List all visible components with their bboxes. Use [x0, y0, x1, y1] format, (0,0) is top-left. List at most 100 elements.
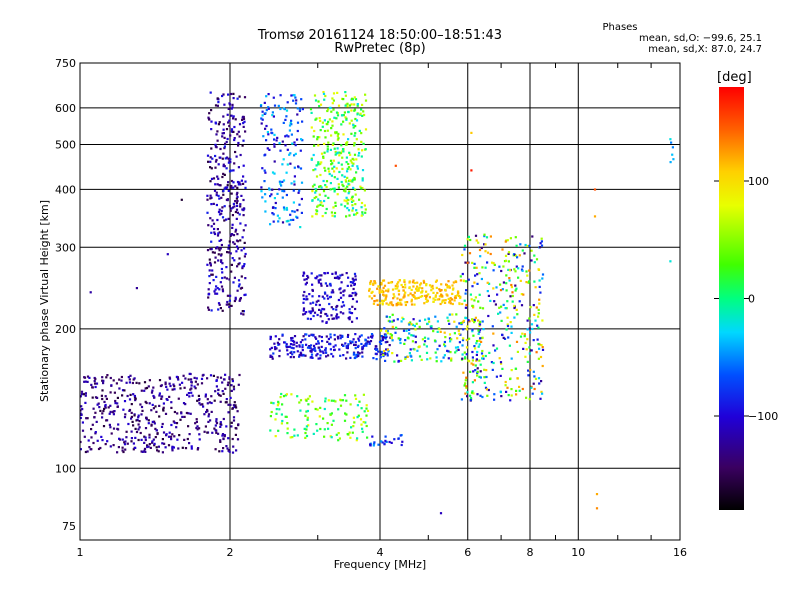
data-point [305, 311, 308, 314]
data-point [411, 323, 415, 326]
data-point [387, 350, 390, 353]
data-point [294, 102, 298, 105]
data-point [271, 212, 274, 215]
data-point [147, 445, 150, 448]
data-point [184, 377, 187, 380]
data-point [414, 341, 417, 344]
data-point [238, 262, 241, 265]
data-point [417, 296, 420, 299]
data-point [210, 147, 213, 150]
data-point [314, 168, 317, 171]
data-point [364, 208, 367, 211]
data-point [308, 334, 311, 337]
data-point [209, 166, 212, 169]
data-point [225, 277, 228, 280]
data-point [315, 164, 318, 167]
data-point [222, 115, 225, 118]
data-point [382, 354, 385, 358]
data-point [232, 404, 235, 407]
data-point [269, 336, 272, 339]
data-point [351, 207, 355, 210]
data-point [407, 294, 410, 297]
data-point [87, 439, 90, 442]
data-point [380, 339, 383, 342]
data-point [510, 357, 513, 360]
data-point [306, 418, 309, 421]
data-point [332, 419, 335, 422]
data-point [93, 380, 96, 383]
data-point [469, 397, 473, 400]
data-point [268, 148, 271, 151]
data-point [162, 406, 165, 409]
data-point [264, 112, 267, 115]
data-point [518, 389, 521, 392]
data-point [453, 320, 456, 323]
data-point [314, 336, 317, 339]
data-point [315, 195, 318, 199]
data-point [476, 393, 479, 396]
data-point [353, 176, 356, 180]
data-point [200, 382, 204, 385]
data-point [399, 298, 402, 301]
data-point [317, 281, 320, 284]
data-point [313, 129, 316, 133]
data-point [341, 174, 344, 177]
data-point [288, 129, 291, 132]
data-point [237, 285, 241, 288]
data-point [219, 394, 222, 397]
data-point [317, 340, 320, 343]
data-point [179, 387, 182, 390]
data-point [228, 299, 231, 302]
data-point [332, 159, 335, 162]
data-point [135, 381, 138, 384]
data-point [211, 273, 214, 276]
data-point [385, 440, 388, 443]
data-point [364, 148, 367, 151]
data-point [521, 332, 524, 335]
data-point [499, 311, 502, 314]
data-point [343, 394, 347, 397]
data-point [526, 274, 529, 277]
data-point [530, 259, 533, 262]
data-point [235, 449, 238, 452]
data-point [331, 272, 334, 275]
data-point [347, 276, 350, 279]
data-point [233, 162, 236, 165]
data-point [537, 357, 540, 360]
data-point [189, 412, 192, 415]
data-point [492, 262, 495, 265]
colorbar-tick-label: 100 [748, 175, 769, 188]
data-point [302, 297, 305, 301]
data-point [130, 415, 133, 418]
data-point [335, 315, 338, 318]
data-point [109, 376, 112, 380]
data-point [331, 102, 334, 105]
data-point [517, 276, 520, 279]
data-point [380, 283, 383, 286]
data-point [153, 442, 156, 445]
data-point [449, 297, 452, 300]
data-point [105, 397, 108, 400]
data-point [330, 134, 333, 137]
data-point [368, 342, 371, 345]
data-point [327, 108, 330, 111]
data-point [438, 295, 441, 298]
data-point [465, 353, 468, 356]
data-point [410, 334, 413, 337]
data-point [352, 199, 355, 202]
data-point [409, 348, 412, 351]
data-point [310, 126, 313, 129]
data-point [358, 352, 361, 355]
data-point [537, 377, 541, 380]
data-point [451, 313, 454, 316]
data-point [172, 420, 175, 423]
data-point [469, 293, 472, 296]
data-point [150, 391, 154, 394]
data-point [281, 196, 284, 199]
data-point [351, 164, 354, 167]
data-point [451, 288, 455, 291]
data-point [267, 133, 270, 136]
data-point [336, 177, 339, 180]
data-point [286, 349, 289, 352]
data-point [526, 328, 529, 331]
